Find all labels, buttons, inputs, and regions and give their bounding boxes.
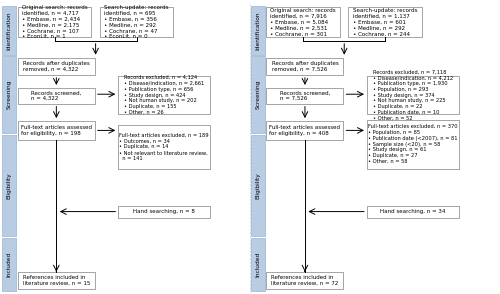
FancyBboxPatch shape: [266, 7, 340, 37]
FancyBboxPatch shape: [251, 135, 265, 236]
Text: Search-update: records
identified, n = 695
• Embase, n = 356
• Medline, n = 292
: Search-update: records identified, n = 6…: [104, 5, 169, 39]
FancyBboxPatch shape: [18, 58, 95, 75]
Text: Full-text articles assessed
for eligibility, n = 408: Full-text articles assessed for eligibil…: [270, 125, 340, 136]
FancyBboxPatch shape: [2, 6, 16, 55]
Text: References included in
literature review, n = 15: References included in literature review…: [22, 275, 90, 286]
Text: Original search: records
identified, n = 4,717
• Embase, n = 2,434
• Medline, n : Original search: records identified, n =…: [22, 5, 88, 39]
FancyBboxPatch shape: [266, 121, 344, 140]
Text: Full-text articles excluded, n = 189
• Outcomes, n = 34
• Duplicate, n = 14
• No: Full-text articles excluded, n = 189 • O…: [120, 133, 209, 161]
FancyBboxPatch shape: [18, 7, 92, 37]
Text: Records after duplicates
removed, n = 4,322: Records after duplicates removed, n = 4,…: [23, 61, 90, 72]
FancyBboxPatch shape: [2, 135, 16, 236]
FancyBboxPatch shape: [348, 7, 422, 37]
FancyBboxPatch shape: [367, 206, 459, 218]
Text: Screening: Screening: [7, 80, 12, 109]
FancyBboxPatch shape: [100, 7, 174, 37]
Text: References included in
literature review, n = 72: References included in literature review…: [272, 275, 338, 286]
Text: Hand searching, n = 34: Hand searching, n = 34: [380, 209, 446, 214]
Text: Records excluded, n = 4,124
• Disease/indication, n = 2,661
• Publication type, : Records excluded, n = 4,124 • Disease/in…: [124, 75, 204, 115]
FancyBboxPatch shape: [18, 272, 95, 289]
FancyBboxPatch shape: [367, 76, 459, 114]
Text: Eligibility: Eligibility: [7, 172, 12, 199]
Text: Identification: Identification: [256, 11, 260, 50]
Text: Records excluded, n = 7,118
• Disease/indication, n = 4,212
• Publication type, : Records excluded, n = 7,118 • Disease/in…: [373, 69, 453, 121]
FancyBboxPatch shape: [266, 58, 344, 75]
FancyBboxPatch shape: [2, 56, 16, 133]
FancyBboxPatch shape: [266, 88, 344, 104]
Text: Original search: records
identified, n = 7,916
• Embase, n = 5,084
• Medline, n : Original search: records identified, n =…: [270, 8, 336, 36]
Text: Screening: Screening: [256, 80, 260, 109]
FancyBboxPatch shape: [2, 238, 16, 291]
FancyBboxPatch shape: [266, 272, 344, 289]
FancyBboxPatch shape: [251, 56, 265, 133]
Text: Hand searching, n = 8: Hand searching, n = 8: [134, 209, 195, 214]
Text: Search-update: records
identified, n = 1,137
• Embase, n = 601
• Medline, n = 29: Search-update: records identified, n = 1…: [353, 8, 418, 36]
FancyBboxPatch shape: [118, 125, 210, 169]
FancyBboxPatch shape: [251, 6, 265, 55]
FancyBboxPatch shape: [367, 120, 459, 169]
Text: Records screened,
n = 7,526: Records screened, n = 7,526: [280, 90, 330, 101]
FancyBboxPatch shape: [118, 206, 210, 218]
Text: Included: Included: [7, 252, 12, 277]
FancyBboxPatch shape: [18, 88, 95, 104]
FancyBboxPatch shape: [251, 238, 265, 291]
Text: Eligibility: Eligibility: [256, 172, 260, 199]
Text: Full-text articles assessed
for eligibility, n = 198: Full-text articles assessed for eligibil…: [21, 125, 92, 136]
Text: Included: Included: [256, 252, 260, 277]
Text: Identification: Identification: [7, 11, 12, 50]
Text: Records after duplicates
removed, n = 7,526: Records after duplicates removed, n = 7,…: [272, 61, 338, 72]
Text: Records screened,
n = 4,322: Records screened, n = 4,322: [31, 90, 82, 101]
FancyBboxPatch shape: [118, 76, 210, 114]
FancyBboxPatch shape: [18, 121, 95, 140]
Text: Full-text articles excluded, n = 370
• Population, n = 85
• Publication date (<2: Full-text articles excluded, n = 370 • P…: [368, 124, 458, 164]
